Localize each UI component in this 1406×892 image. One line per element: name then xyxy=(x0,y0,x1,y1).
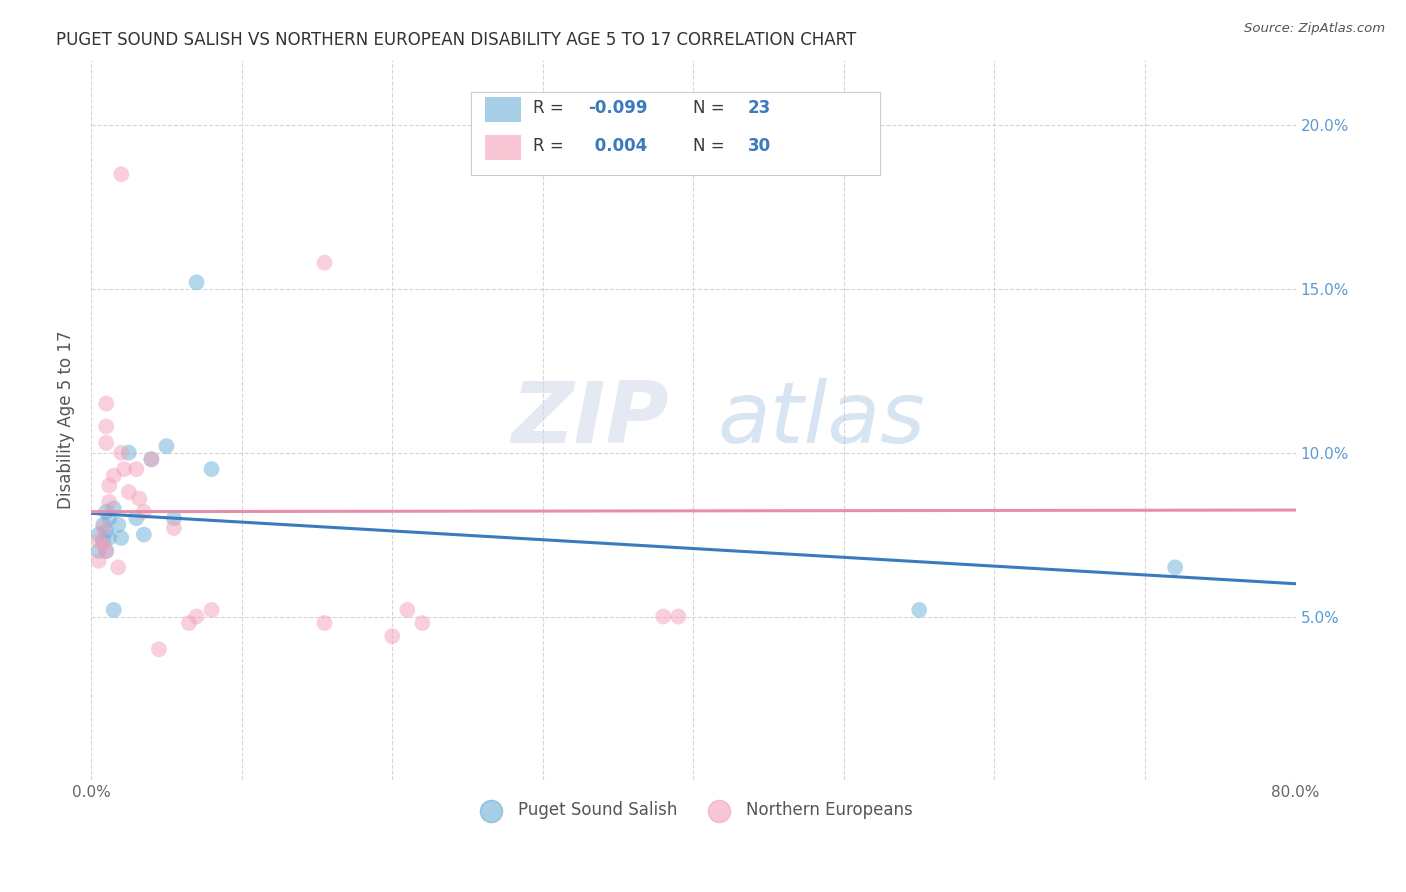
Point xyxy=(91,521,114,535)
Point xyxy=(381,629,404,643)
Point xyxy=(155,439,177,453)
Point xyxy=(107,560,129,574)
Point xyxy=(200,462,222,476)
Point xyxy=(96,544,118,558)
Point xyxy=(110,531,132,545)
Point xyxy=(96,396,118,410)
Legend: Puget Sound Salish, Northern Europeans: Puget Sound Salish, Northern Europeans xyxy=(468,795,920,826)
Point xyxy=(128,491,150,506)
Point xyxy=(98,478,121,492)
Point xyxy=(96,524,118,539)
FancyBboxPatch shape xyxy=(485,136,522,161)
Point xyxy=(103,501,125,516)
Text: 0.004: 0.004 xyxy=(589,137,647,155)
Point xyxy=(91,517,114,532)
Point xyxy=(98,495,121,509)
Point xyxy=(118,485,141,500)
Point xyxy=(87,544,110,558)
Point xyxy=(107,517,129,532)
Text: -0.099: -0.099 xyxy=(589,99,648,117)
Text: N =: N = xyxy=(693,99,730,117)
Point xyxy=(112,462,135,476)
Point xyxy=(1164,560,1187,574)
Y-axis label: Disability Age 5 to 17: Disability Age 5 to 17 xyxy=(58,331,75,509)
Point xyxy=(125,462,148,476)
Point xyxy=(87,554,110,568)
Text: 30: 30 xyxy=(748,137,770,155)
Text: 23: 23 xyxy=(748,99,770,117)
Point xyxy=(141,452,163,467)
Point xyxy=(141,452,163,467)
Point xyxy=(163,521,186,535)
Point xyxy=(125,511,148,525)
Point xyxy=(96,436,118,450)
Point xyxy=(666,609,689,624)
Text: Source: ZipAtlas.com: Source: ZipAtlas.com xyxy=(1244,22,1385,36)
Point xyxy=(652,609,675,624)
Point xyxy=(177,615,200,630)
Text: PUGET SOUND SALISH VS NORTHERN EUROPEAN DISABILITY AGE 5 TO 17 CORRELATION CHART: PUGET SOUND SALISH VS NORTHERN EUROPEAN … xyxy=(56,31,856,49)
Point xyxy=(87,534,110,549)
Point xyxy=(200,603,222,617)
Point xyxy=(411,615,433,630)
Point xyxy=(96,544,118,558)
FancyBboxPatch shape xyxy=(485,97,522,122)
Point xyxy=(118,446,141,460)
Point xyxy=(98,511,121,525)
Point xyxy=(163,511,186,525)
Point xyxy=(96,419,118,434)
Point xyxy=(186,276,208,290)
Point xyxy=(110,446,132,460)
Point xyxy=(396,603,419,617)
FancyBboxPatch shape xyxy=(471,92,880,175)
Point xyxy=(908,603,931,617)
Point xyxy=(96,505,118,519)
Point xyxy=(314,615,336,630)
Point xyxy=(132,527,155,541)
Text: N =: N = xyxy=(693,137,730,155)
Point xyxy=(87,527,110,541)
Text: ZIP: ZIP xyxy=(512,378,669,461)
Point xyxy=(110,167,132,181)
Point xyxy=(103,468,125,483)
Point xyxy=(186,609,208,624)
Point xyxy=(132,505,155,519)
Point xyxy=(103,603,125,617)
Text: atlas: atlas xyxy=(717,378,925,461)
Point xyxy=(314,256,336,270)
Point xyxy=(91,537,114,551)
Point xyxy=(91,534,114,549)
Text: R =: R = xyxy=(533,99,569,117)
Text: R =: R = xyxy=(533,137,569,155)
Point xyxy=(148,642,170,657)
Point xyxy=(98,531,121,545)
